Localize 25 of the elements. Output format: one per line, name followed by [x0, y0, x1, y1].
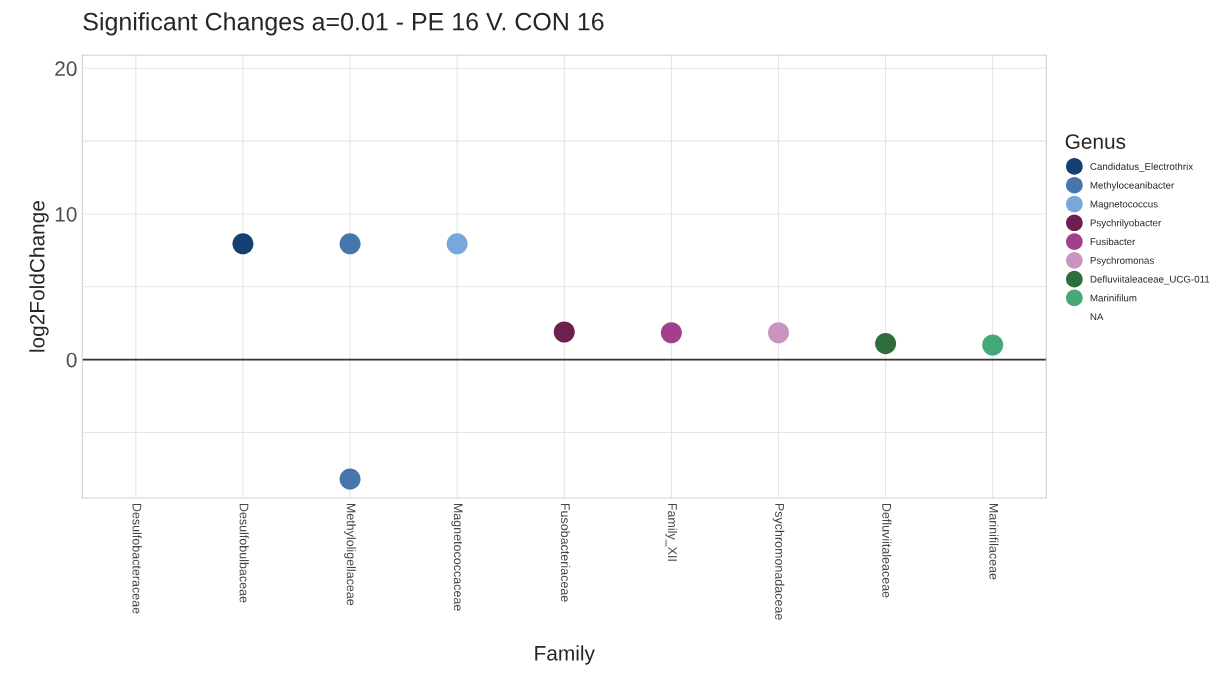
legend-label: Marinifilum: [1090, 294, 1137, 302]
x-tick-label: Family_XII: [665, 503, 678, 561]
x-tick-label: Psychromonadaceae: [772, 503, 785, 620]
legend-title: Genus: [1065, 134, 1126, 149]
legend-label: Psychromonas: [1090, 256, 1154, 266]
y-tick-label: 20: [55, 61, 77, 77]
x-tick-label: Marinifilaceae: [989, 503, 999, 580]
x-tick-label: Desulfobacteraceae: [132, 503, 142, 614]
legend-label: Methyloceanibacter: [1090, 181, 1175, 191]
x-tick-label: Magnetococcaceae: [451, 503, 463, 611]
legend-label: Candidatus_Electrothrix: [1090, 162, 1194, 172]
legend-label: Magnetococcus: [1090, 200, 1158, 210]
x-tick-label: Defluviitaleaceae: [882, 503, 892, 598]
y-tick-label: 0: [66, 352, 77, 368]
y-tick-label: 10: [55, 206, 77, 222]
y-axis-title: log2FoldChange: [29, 201, 49, 352]
x-tick-label: Fusobacteriaceae: [560, 503, 571, 602]
x-tick-label: Desulfobulbaceae: [239, 503, 249, 603]
text: NA: [1090, 313, 1104, 321]
legend-label: Fusibacter: [1090, 237, 1136, 246]
legend-label: Defluviitaleaceae_UCG-011: [1090, 275, 1210, 285]
chart-title: Significant Changes a=0.01 - PE 16 V. CON 16: [83, 12, 604, 36]
x-axis-title: Family: [535, 645, 595, 665]
x-tick-label: Methyloligellaceae: [344, 503, 356, 606]
legend-label: Psychrilyobacter: [1090, 219, 1162, 229]
